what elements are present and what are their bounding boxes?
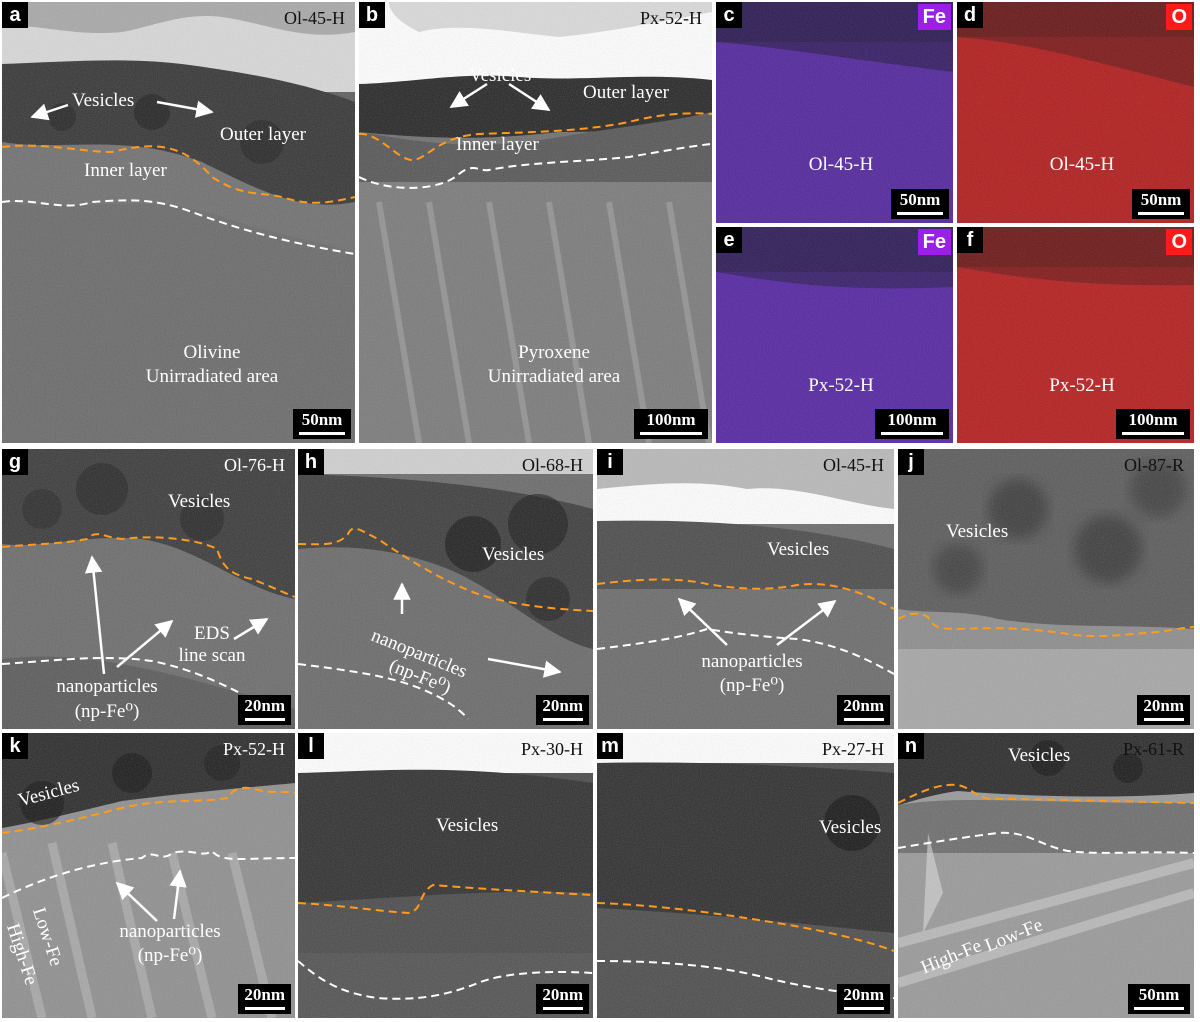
eds-map-f <box>957 227 1194 443</box>
sample-name-b: Px-52-H <box>640 8 702 28</box>
label-area-b: Unirradiated area <box>487 366 621 387</box>
sample-name-l: Px-30-H <box>521 739 583 759</box>
panel-letter-f: f <box>957 227 983 253</box>
label-nanoparticles-g: nanoparticles <box>56 676 158 697</box>
label-nanoparticles-k: nanoparticles <box>119 921 221 942</box>
panel-letter-m: m <box>597 733 623 759</box>
panel-m: m Px-27-H Vesicles 20nm <box>597 733 894 1018</box>
panel-e: e Fe Px-52-H 100nm <box>716 227 953 443</box>
panel-letter-l: l <box>298 733 324 759</box>
label-area-a: Unirradiated area <box>145 366 279 387</box>
label-outer-layer-b: Outer layer <box>583 82 669 103</box>
label-nanoparticles-i: nanoparticles <box>701 651 803 672</box>
label-mineral-a: Olivine <box>183 342 241 363</box>
panel-letter-h: h <box>298 449 324 475</box>
panel-letter-g: g <box>2 449 28 475</box>
scale-bar-j: 20nm <box>1137 695 1190 725</box>
eds-map-e <box>716 227 953 443</box>
panel-letter-j: j <box>898 449 924 475</box>
panel-n: n Px-61-R Vesicles High-Fe Low-Fe 50nm <box>898 733 1194 1018</box>
panel-k: k Px-52-H Vesicles nanoparticles (np-Fe⁰… <box>2 733 295 1018</box>
scale-bar-i: 20nm <box>837 695 890 725</box>
scale-bar-n: 50nm <box>1128 984 1190 1014</box>
tem-image-m <box>597 733 894 1018</box>
panel-letter-a: a <box>2 2 28 28</box>
tem-image-k <box>2 733 295 1018</box>
panel-g: g Ol-76-H Vesicles EDS line scan nanopar… <box>2 449 295 729</box>
panel-j: j Ol-87-R Vesicles 20nm <box>898 449 1194 729</box>
panel-letter-c: c <box>716 2 742 28</box>
panel-c: c Fe Ol-45-H 50nm <box>716 2 953 223</box>
tem-image-l <box>298 733 593 1018</box>
sample-name-i: Ol-45-H <box>823 455 884 475</box>
tem-image-b <box>359 2 712 443</box>
label-vesicles-g: Vesicles <box>168 491 231 512</box>
label-vesicles-a: Vesicles <box>72 90 135 111</box>
label-linescan-g: line scan <box>178 645 246 666</box>
label-vesicles-j: Vesicles <box>946 521 1009 542</box>
sample-name-c: Ol-45-H <box>808 154 874 175</box>
sample-name-g: Ol-76-H <box>224 455 285 475</box>
panel-letter-i: i <box>597 449 623 475</box>
element-badge-c: Fe <box>917 4 951 30</box>
label-vesicles-m: Vesicles <box>819 817 882 838</box>
sample-name-n: Px-61-R <box>1122 739 1184 759</box>
sample-name-k: Px-52-H <box>223 739 285 759</box>
label-npfe-g: (np-Fe⁰) <box>74 701 140 722</box>
sample-name-j: Ol-87-R <box>1124 455 1184 475</box>
element-badge-f: O <box>1166 229 1192 255</box>
panel-b: b Px-52-H Vesicles Outer layer Inner lay… <box>359 2 712 443</box>
panel-l: l Px-30-H Vesicles 20nm <box>298 733 593 1018</box>
eds-map-c <box>716 2 953 223</box>
scale-bar-h: 20nm <box>536 695 589 725</box>
scale-bar-a: 50nm <box>293 409 351 439</box>
panel-letter-d: d <box>957 2 983 28</box>
scale-bar-d: 50nm <box>1132 189 1190 219</box>
panel-a: a Ol-45-H Vesicles Outer layer Inner lay… <box>2 2 355 443</box>
scale-bar-g: 20nm <box>238 695 291 725</box>
panel-f: f O Px-52-H 100nm <box>957 227 1194 443</box>
panel-d: d O Ol-45-H 50nm <box>957 2 1194 223</box>
label-vesicles-b: Vesicles <box>469 65 532 86</box>
label-vesicles-h: Vesicles <box>482 544 545 565</box>
scale-bar-e: 100nm <box>875 409 949 439</box>
label-inner-layer-a: Inner layer <box>84 160 167 181</box>
element-badge-d: O <box>1166 4 1192 30</box>
tem-image-j <box>898 449 1194 729</box>
scale-bar-b: 100nm <box>634 409 708 439</box>
label-mineral-b: Pyroxene <box>518 342 590 363</box>
sample-name-d: Ol-45-H <box>1049 154 1115 175</box>
panel-h: h Ol-68-H Vesicles nanoparticles (np-Fe⁰… <box>298 449 593 729</box>
panel-letter-n: n <box>898 733 924 759</box>
label-npfe-i: (np-Fe⁰) <box>719 675 785 696</box>
label-vesicles-n: Vesicles <box>1008 745 1071 766</box>
tem-image-n <box>898 733 1194 1018</box>
label-eds-g: EDS <box>194 623 230 644</box>
panel-i: i Ol-45-H Vesicles nanoparticles (np-Fe⁰… <box>597 449 894 729</box>
panel-letter-k: k <box>2 733 28 759</box>
panel-letter-b: b <box>359 2 385 28</box>
label-vesicles-l: Vesicles <box>436 815 499 836</box>
sample-name-e: Px-52-H <box>808 375 874 396</box>
label-outer-layer-a: Outer layer <box>220 124 306 145</box>
label-inner-layer-b: Inner layer <box>456 134 539 155</box>
sample-name-m: Px-27-H <box>822 739 884 759</box>
element-badge-e: Fe <box>917 229 951 255</box>
label-vesicles-i: Vesicles <box>767 539 830 560</box>
eds-map-d <box>957 2 1194 223</box>
label-npfe-k: (np-Fe⁰) <box>137 945 203 966</box>
sample-name-f: Px-52-H <box>1049 375 1115 396</box>
sample-name-a: Ol-45-H <box>284 8 345 28</box>
scale-bar-k: 20nm <box>238 984 291 1014</box>
scale-bar-l: 20nm <box>536 984 589 1014</box>
panel-letter-e: e <box>716 227 742 253</box>
scale-bar-c: 50nm <box>891 189 949 219</box>
scale-bar-f: 100nm <box>1116 409 1190 439</box>
scale-bar-m: 20nm <box>837 984 890 1014</box>
sample-name-h: Ol-68-H <box>522 455 583 475</box>
